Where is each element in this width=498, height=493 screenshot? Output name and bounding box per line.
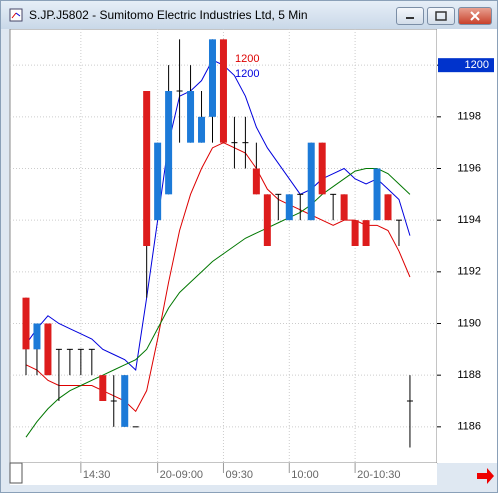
candle-body — [143, 91, 151, 246]
candle-body — [165, 91, 173, 195]
candle-body — [219, 39, 227, 143]
title-bar: S.JP.J5802 - Sumitomo Electric Industrie… — [1, 1, 497, 29]
candle-body — [307, 142, 315, 221]
y-tick-label: 1190 — [457, 317, 481, 329]
y-tick-label: 1192 — [457, 266, 481, 278]
indicator-line — [25, 142, 411, 413]
candle-body — [99, 375, 107, 401]
candle-body — [263, 194, 271, 246]
x-tick-label: 20-09:00 — [160, 469, 203, 481]
candle-body — [351, 220, 359, 246]
price-axis — [437, 29, 497, 463]
current-price-box — [438, 58, 494, 73]
x-tick-label: 20-10:30 — [357, 469, 400, 481]
candle-body — [198, 116, 206, 143]
candle-body — [33, 323, 41, 350]
y-tick-label: 1198 — [457, 111, 481, 123]
candle-body — [154, 142, 162, 221]
candle-body — [121, 375, 129, 427]
minimize-button[interactable] — [396, 7, 424, 25]
y-tick-label: 1194 — [457, 214, 481, 226]
x-tick-label: 10:00 — [291, 469, 319, 481]
candle-body — [318, 142, 326, 195]
window-icon — [9, 8, 23, 22]
candle-body — [373, 168, 381, 221]
time-axis — [10, 463, 437, 485]
candle-body — [44, 323, 52, 376]
close-button[interactable] — [458, 7, 492, 25]
annotation: 1200 — [235, 68, 259, 80]
candle-body — [187, 91, 195, 143]
scroll-arrow[interactable] — [477, 468, 494, 484]
current-price-label: 1200 — [465, 59, 489, 71]
candle-body — [22, 297, 30, 350]
y-tick-label: 1188 — [457, 369, 481, 381]
maximize-button[interactable] — [427, 7, 455, 25]
candle-body — [340, 194, 348, 221]
x-tick-label: 14:30 — [83, 469, 111, 481]
y-tick-label: 1186 — [457, 421, 481, 433]
x-tick-label: 09:30 — [225, 469, 253, 481]
y-tick-label: 1196 — [457, 162, 481, 174]
annotation: 1200 — [235, 53, 259, 65]
candle-body — [384, 194, 392, 221]
candle-body — [252, 168, 260, 195]
candle-body — [285, 194, 293, 221]
candle-body — [362, 220, 370, 246]
indicator-line — [25, 168, 411, 438]
candle-body — [208, 39, 216, 117]
window-title: S.JP.J5802 - Sumitomo Electric Industrie… — [29, 8, 308, 22]
scroll-box[interactable] — [9, 462, 23, 484]
chart: 1186 1188 1190 1192 1194 1196 1198 1200 14:30 20-… — [9, 29, 497, 485]
indicator-line — [25, 59, 411, 372]
